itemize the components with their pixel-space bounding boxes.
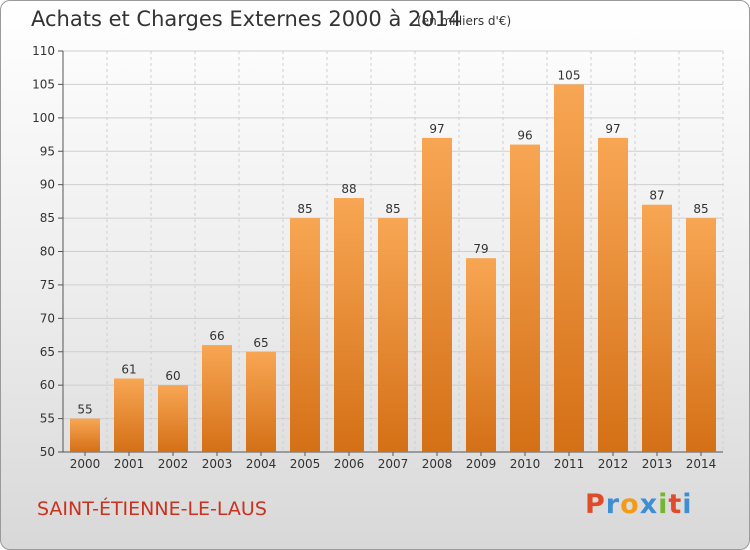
bar-2002	[158, 385, 188, 452]
logo-letter: i	[682, 489, 693, 520]
data-label-2007: 85	[385, 202, 400, 216]
x-tick-label-2004: 2004	[246, 457, 277, 471]
data-label-2006: 88	[341, 182, 356, 196]
bar-2003	[202, 345, 232, 452]
data-label-2010: 96	[517, 129, 532, 143]
y-tick-label-75: 75	[40, 278, 55, 292]
data-label-2013: 87	[649, 189, 664, 203]
data-label-2002: 60	[165, 369, 180, 383]
x-tick-label-2006: 2006	[334, 457, 365, 471]
y-tick-label-90: 90	[40, 178, 55, 192]
bar-2012	[598, 137, 628, 452]
proxiti-logo[interactable]: Proxiti	[585, 489, 693, 520]
chart-unit: (en milliers d'€)	[417, 14, 512, 28]
x-tick-label-2012: 2012	[598, 457, 629, 471]
x-tick-label-2007: 2007	[378, 457, 409, 471]
x-tick-label-2000: 2000	[70, 457, 101, 471]
x-tick-label-2010: 2010	[510, 457, 541, 471]
logo-letter: i	[658, 489, 669, 520]
bar-2007	[378, 218, 408, 452]
bar-2006	[334, 198, 364, 452]
x-tick-label-2002: 2002	[158, 457, 189, 471]
logo-letter: P	[585, 489, 606, 520]
x-tick-label-2003: 2003	[202, 457, 233, 471]
bar-2004	[246, 351, 276, 452]
y-tick-label-50: 50	[40, 445, 55, 459]
data-label-2000: 55	[77, 403, 92, 417]
bar-2010	[510, 144, 540, 453]
bar-2008	[422, 137, 452, 452]
data-label-2011: 105	[558, 68, 581, 82]
x-tick-label-2014: 2014	[686, 457, 717, 471]
bar-2013	[642, 204, 672, 452]
y-tick-label-105: 105	[32, 77, 55, 91]
bar-2005	[290, 218, 320, 452]
y-tick-label-95: 95	[40, 144, 55, 158]
bar-2001	[114, 378, 144, 452]
logo-letter: x	[639, 489, 659, 520]
y-tick-label-70: 70	[40, 311, 55, 325]
data-label-2014: 85	[693, 202, 708, 216]
x-tick-label-2005: 2005	[290, 457, 321, 471]
logo-letter: r	[605, 489, 621, 520]
y-tick-label-60: 60	[40, 378, 55, 392]
x-tick-label-2009: 2009	[466, 457, 497, 471]
data-labels: 55 61 60 66 65 85 88 85 97 79 96 105 97 87 85	[77, 68, 708, 416]
data-label-2012: 97	[605, 122, 620, 136]
data-label-2003: 66	[209, 329, 224, 343]
data-label-2004: 65	[253, 336, 268, 350]
data-label-2001: 61	[121, 362, 136, 376]
bar-2014	[686, 218, 716, 452]
y-tick-label-80: 80	[40, 245, 55, 259]
bar-2011	[554, 84, 584, 453]
x-tick-label-2011: 2011	[554, 457, 585, 471]
x-tick-label-2001: 2001	[114, 457, 145, 471]
bar-2000	[70, 418, 100, 452]
commune-name: SAINT-ÉTIENNE-LE-LAUS	[37, 498, 267, 520]
y-tick-label-65: 65	[40, 345, 55, 359]
y-tick-label-55: 55	[40, 412, 55, 426]
bar-2009	[466, 258, 496, 452]
bars	[70, 84, 716, 453]
data-label-2009: 79	[473, 242, 488, 256]
x-tick-label-2008: 2008	[422, 457, 453, 471]
data-label-2005: 85	[297, 202, 312, 216]
y-tick-label-100: 100	[32, 111, 55, 125]
logo-letter: t	[668, 489, 683, 520]
y-tick-label-110: 110	[32, 44, 55, 58]
data-label-2008: 97	[429, 122, 444, 136]
logo-letter: o	[620, 489, 640, 520]
y-tick-label-85: 85	[40, 211, 55, 225]
x-tick-label-2013: 2013	[642, 457, 673, 471]
chart-title: Achats et Charges Externes 2000 à 2014	[31, 7, 462, 31]
